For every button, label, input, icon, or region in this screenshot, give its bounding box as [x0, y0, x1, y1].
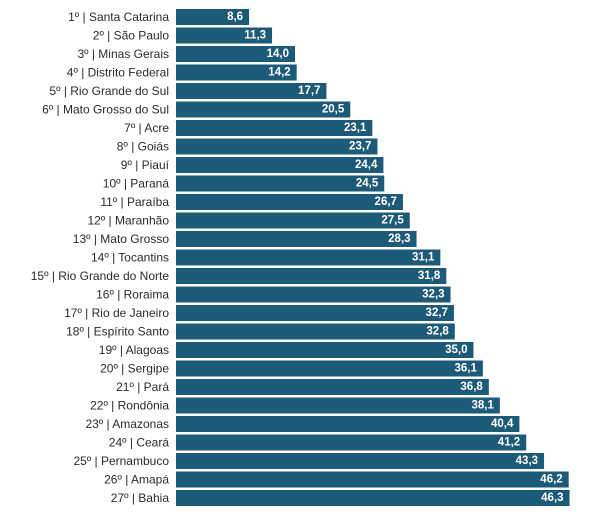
value-label-15: 31,8 [418, 270, 441, 282]
bars-group [176, 9, 570, 506]
value-label-4: 14,2 [268, 67, 290, 79]
bar-11 [176, 194, 403, 210]
bar-26 [176, 471, 569, 488]
category-label-26: 26º | Amapá [104, 473, 169, 487]
value-label-24: 41,2 [498, 437, 520, 449]
category-label-12: 12º | Maranhão [87, 214, 169, 228]
category-label-10: 10º | Paraná [103, 177, 170, 191]
category-label-6: 6º | Mato Grosso do Sul [42, 103, 169, 117]
value-label-3: 14,0 [267, 48, 289, 60]
category-label-22: 22º | Rondônia [90, 399, 169, 413]
value-label-20: 36,1 [454, 363, 477, 375]
bar-24 [176, 434, 527, 451]
bar-3 [176, 46, 295, 62]
bar-7 [176, 120, 373, 136]
bar-17 [176, 305, 454, 321]
value-label-10: 24,5 [356, 178, 379, 190]
category-label-11: 11º | Paraíba [100, 195, 169, 209]
bar-25 [176, 453, 545, 469]
value-label-5: 17,7 [298, 85, 320, 97]
category-labels-group: 1º | Santa Catarina 2º | São Paulo 3º | Mi… [31, 10, 170, 505]
value-label-11: 26,7 [375, 196, 397, 208]
bar-2 [176, 27, 273, 44]
category-label-5: 5º | Rio Grande do Sul [49, 84, 169, 98]
value-label-21: 36,8 [460, 381, 483, 393]
category-label-1: 1º | Santa Catarina [68, 10, 169, 24]
value-label-26: 46,2 [540, 474, 562, 486]
category-label-19: 19º | Alagoas [99, 343, 169, 357]
value-label-17: 32,7 [426, 307, 448, 319]
bar-12 [176, 212, 410, 229]
category-label-23: 23º | Amazonas [85, 417, 169, 431]
value-label-8: 23,7 [349, 141, 371, 153]
bar-19 [176, 342, 474, 358]
category-label-9: 9º | Piauí [121, 158, 170, 172]
category-label-21: 21º | Pará [116, 380, 169, 394]
value-label-13: 28,3 [388, 233, 410, 245]
bar-16 [176, 286, 451, 303]
category-label-8: 8º | Goiás [117, 140, 169, 154]
category-label-2: 2º | São Paulo [93, 29, 170, 43]
bar-27 [176, 490, 570, 506]
bar-13 [176, 231, 417, 247]
value-label-19: 35,0 [445, 344, 467, 356]
category-label-18: 18º | Espírito Santo [66, 325, 169, 339]
category-label-15: 15º | Rio Grande do Norte [31, 269, 170, 283]
value-label-9: 24,4 [355, 159, 378, 171]
category-label-4: 4º | Distrito Federal [67, 66, 169, 80]
bar-15 [176, 268, 447, 284]
bar-5 [176, 83, 327, 99]
category-label-14: 14º | Tocantins [91, 251, 169, 265]
bar-6 [176, 101, 351, 118]
value-label-1: 8,6 [227, 11, 243, 23]
category-label-25: 25º | Pernambuco [73, 454, 169, 468]
category-label-3: 3º | Minas Gerais [77, 47, 169, 61]
category-label-7: 7º | Acre [124, 121, 169, 135]
bar-21 [176, 379, 489, 395]
category-label-16: 16º | Roraima [96, 288, 169, 302]
bar-1 [176, 9, 250, 25]
value-label-23: 40,4 [491, 418, 514, 430]
bar-8 [176, 138, 378, 155]
value-label-14: 31,1 [412, 252, 435, 264]
bar-14 [176, 249, 441, 266]
bar-20 [176, 360, 483, 377]
value-label-16: 32,3 [422, 289, 444, 301]
bar-22 [176, 397, 500, 414]
bar-9 [176, 157, 384, 173]
category-label-17: 17º | Rio de Janeiro [64, 306, 169, 320]
value-label-18: 32,8 [426, 326, 449, 338]
value-label-12: 27,5 [381, 215, 404, 227]
category-label-24: 24º | Ceará [109, 436, 170, 450]
category-label-13: 13º | Mato Grosso [73, 232, 170, 246]
value-label-6: 20,5 [322, 104, 345, 116]
bar-23 [176, 416, 520, 432]
value-label-22: 38,1 [471, 400, 494, 412]
value-label-7: 23,1 [344, 122, 367, 134]
bar-10 [176, 175, 385, 192]
value-label-27: 46,3 [541, 492, 563, 504]
value-labels-group: 8,611,314,0 14,2 17,720,5 23,1 23,7 24,4 24,5 2… [227, 11, 563, 504]
value-label-2: 11,3 [244, 30, 266, 42]
value-label-25: 43,3 [516, 455, 538, 467]
bar-4 [176, 64, 297, 81]
category-label-20: 20º | Sergipe [100, 362, 169, 376]
category-label-27: 27º | Bahia [111, 491, 170, 505]
bar-18 [176, 323, 455, 340]
